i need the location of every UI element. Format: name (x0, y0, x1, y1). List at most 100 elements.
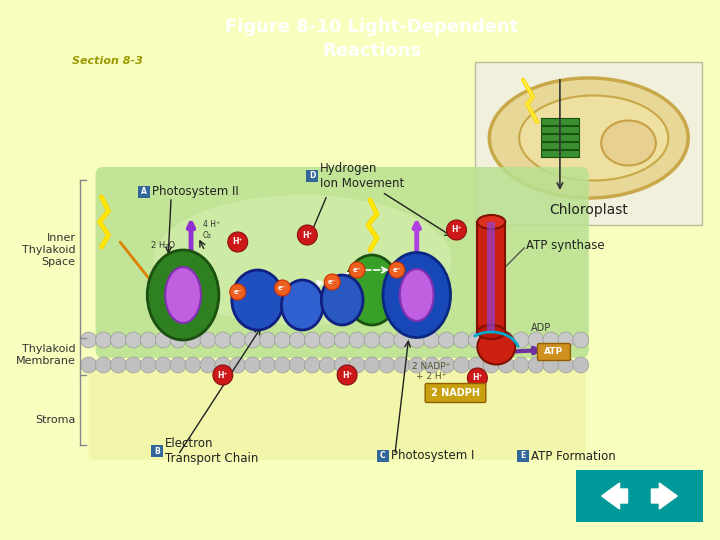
Text: Inner
Thylakoid
Space: Inner Thylakoid Space (22, 233, 76, 267)
Circle shape (274, 332, 290, 348)
Text: H⁺: H⁺ (302, 231, 312, 240)
Bar (541, 134, 579, 141)
Circle shape (96, 332, 112, 348)
Polygon shape (652, 483, 678, 509)
Text: H⁺: H⁺ (472, 374, 482, 382)
Ellipse shape (345, 255, 400, 325)
Circle shape (245, 357, 261, 373)
Circle shape (140, 357, 156, 373)
Bar (541, 150, 579, 157)
Ellipse shape (232, 270, 284, 330)
Circle shape (469, 357, 485, 373)
Circle shape (230, 284, 246, 300)
Text: ATP: ATP (544, 348, 564, 356)
Circle shape (260, 332, 276, 348)
Circle shape (379, 357, 395, 373)
Text: A: A (141, 187, 147, 197)
Circle shape (96, 357, 112, 373)
Circle shape (337, 365, 357, 385)
Circle shape (558, 332, 574, 348)
Circle shape (185, 357, 201, 373)
Text: E: E (521, 451, 526, 461)
Circle shape (469, 332, 485, 348)
Text: 2 NADPH: 2 NADPH (431, 388, 480, 398)
Circle shape (228, 232, 248, 252)
Text: C: C (380, 451, 386, 461)
Text: e⁻: e⁻ (392, 267, 401, 273)
Ellipse shape (519, 96, 668, 180)
Circle shape (200, 357, 216, 373)
Text: e⁻: e⁻ (233, 289, 242, 295)
Text: ADP: ADP (531, 323, 552, 333)
Ellipse shape (282, 280, 323, 330)
FancyBboxPatch shape (151, 445, 163, 457)
Bar (541, 126, 579, 133)
Text: Hydrogen
Ion Movement: Hydrogen Ion Movement (320, 162, 405, 190)
Circle shape (305, 357, 320, 373)
Circle shape (319, 357, 336, 373)
Circle shape (185, 332, 201, 348)
Circle shape (513, 332, 529, 348)
Circle shape (349, 262, 365, 278)
FancyBboxPatch shape (538, 343, 570, 361)
Ellipse shape (165, 267, 201, 323)
Circle shape (394, 332, 410, 348)
Circle shape (467, 368, 487, 388)
Polygon shape (602, 483, 628, 509)
Circle shape (454, 357, 469, 373)
Ellipse shape (477, 215, 505, 229)
Circle shape (483, 332, 499, 348)
Circle shape (379, 332, 395, 348)
Bar (487, 222, 495, 332)
Bar (541, 118, 579, 125)
Bar (576, 470, 703, 522)
Text: e⁻: e⁻ (353, 267, 361, 273)
Circle shape (423, 332, 440, 348)
Text: Thylakoid
Membrane: Thylakoid Membrane (16, 344, 76, 366)
Ellipse shape (321, 275, 363, 325)
Ellipse shape (477, 329, 516, 364)
FancyBboxPatch shape (517, 450, 529, 462)
Circle shape (483, 357, 499, 373)
Circle shape (213, 365, 233, 385)
Circle shape (543, 357, 559, 373)
Circle shape (334, 357, 350, 373)
Text: 2 NADP⁺
+ 2 H⁺: 2 NADP⁺ + 2 H⁺ (413, 362, 451, 381)
Circle shape (156, 332, 171, 348)
Ellipse shape (383, 253, 451, 338)
Circle shape (349, 357, 365, 373)
Circle shape (110, 332, 127, 348)
Circle shape (319, 332, 336, 348)
Circle shape (409, 332, 425, 348)
Text: Stroma: Stroma (35, 415, 76, 425)
Text: B: B (154, 447, 160, 456)
Circle shape (498, 357, 514, 373)
Circle shape (125, 357, 141, 373)
Circle shape (260, 357, 276, 373)
Circle shape (389, 262, 405, 278)
Circle shape (423, 357, 440, 373)
Circle shape (274, 357, 290, 373)
Circle shape (170, 332, 186, 348)
Circle shape (215, 332, 231, 348)
Circle shape (289, 332, 305, 348)
Circle shape (409, 357, 425, 373)
FancyBboxPatch shape (475, 62, 702, 225)
Text: H⁺: H⁺ (233, 238, 243, 246)
Ellipse shape (400, 269, 433, 321)
Circle shape (573, 332, 589, 348)
FancyBboxPatch shape (306, 170, 318, 182)
Text: ATP synthase: ATP synthase (526, 239, 605, 252)
Text: H⁺: H⁺ (342, 370, 352, 380)
Circle shape (215, 357, 231, 373)
Circle shape (81, 332, 96, 348)
Ellipse shape (601, 120, 656, 165)
Text: Electron
Transport Chain: Electron Transport Chain (165, 437, 258, 465)
Circle shape (324, 274, 340, 290)
Circle shape (170, 357, 186, 373)
Text: Chloroplast: Chloroplast (549, 203, 628, 217)
Circle shape (110, 357, 127, 373)
Text: Figure 8-10 Light-Dependent
Reactions: Figure 8-10 Light-Dependent Reactions (225, 18, 518, 59)
Text: D: D (309, 172, 315, 180)
Ellipse shape (153, 195, 451, 325)
